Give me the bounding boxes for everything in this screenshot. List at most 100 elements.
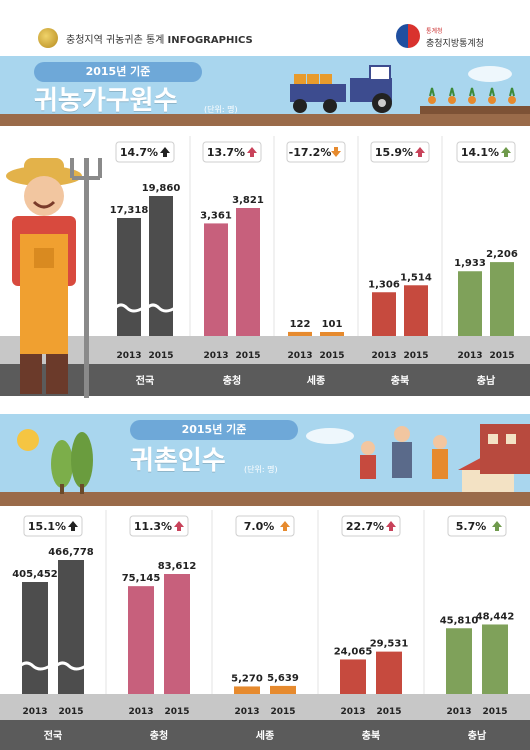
data-label-2013: 3,361: [200, 210, 232, 221]
data-label-2015: 83,612: [158, 561, 197, 572]
change-box: [235, 515, 295, 537]
banner2-illustration: [0, 424, 530, 506]
ground-strip: [0, 492, 530, 506]
section2-banner: [0, 414, 530, 506]
data-label-2013: 5,270: [231, 673, 263, 684]
bar-2015: [320, 332, 344, 336]
change-pct-label: 7.0%: [244, 520, 275, 533]
tick-label-year: 2015: [58, 707, 83, 717]
category-band: [0, 720, 530, 750]
bar-2013: [22, 582, 48, 694]
change-box: [129, 515, 189, 537]
tick-label-year: 2015: [148, 351, 173, 361]
change-box: [456, 141, 516, 163]
header-title-prefix: 충청지역 귀농귀촌 통계: [66, 35, 165, 46]
arrow-up-icon: [415, 147, 425, 157]
bar-2015: [404, 285, 428, 336]
tick-label-year: 2013: [287, 351, 312, 361]
bar-2015: [58, 560, 84, 694]
bar-2013: [372, 292, 396, 336]
category-label: 전국: [136, 374, 154, 387]
category-label: 충남: [468, 729, 487, 742]
page-header: 충청지역 귀농귀촌 통계 INFOGRAPHICS 통계청 충청지방통계청: [0, 0, 530, 56]
change-pct-label: 14.7%: [120, 146, 158, 159]
axis-break-icon: [18, 661, 51, 671]
bar-2013: [117, 218, 141, 336]
crop-field-icon: [420, 87, 530, 114]
bar-2015: [482, 624, 508, 694]
change-pct-label: 22.7%: [346, 520, 384, 533]
bar-2013: [340, 659, 366, 694]
arrow-up-icon: [68, 521, 78, 531]
bar-2013: [234, 686, 260, 694]
change-box: [115, 141, 175, 163]
cloud-icon: [306, 428, 354, 444]
data-label-2013: 45,810: [440, 615, 479, 626]
tick-label-year: 2013: [22, 707, 47, 717]
category-label: 충남: [477, 374, 496, 387]
section1-year-pill: 2015년 기준: [34, 62, 202, 82]
agency-logo-icon: [396, 24, 420, 48]
arrow-up-icon: [247, 147, 257, 157]
bar-2013: [446, 628, 472, 694]
data-label-2013: 1,933: [454, 258, 486, 269]
cloud-icon: [468, 66, 512, 82]
arrow-up-icon: [280, 521, 290, 531]
tick-label-year: 2015: [164, 707, 189, 717]
arrow-up-icon: [160, 147, 170, 157]
axis-break-icon: [145, 303, 176, 313]
change-pct-label: 11.3%: [134, 520, 172, 533]
change-box: [341, 515, 401, 537]
data-label-2015: 48,442: [476, 611, 515, 622]
category-label: 충청: [150, 729, 168, 742]
arrow-up-icon: [174, 521, 184, 531]
change-box: [447, 515, 507, 537]
category-label: 전국: [44, 729, 62, 742]
section2-year-pill: 2015년 기준: [130, 420, 298, 440]
header-title-bold: INFOGRAPHICS: [167, 35, 253, 46]
bar-2015: [149, 196, 173, 336]
bar-2015: [164, 574, 190, 694]
house-icon: [458, 424, 530, 492]
category-label: 세종: [307, 374, 325, 387]
change-box: [202, 141, 262, 163]
section2-title: 귀촌인수: [130, 446, 226, 476]
tick-label-year: 2015: [319, 351, 344, 361]
tick-label-year: 2013: [203, 351, 228, 361]
tick-label-year: 2015: [403, 351, 428, 361]
category-label: 세종: [256, 729, 274, 742]
tick-label-year: 2013: [234, 707, 259, 717]
axis-band: [0, 694, 530, 720]
bar-2015: [490, 262, 514, 336]
change-box: [286, 141, 346, 163]
header-title: 충청지역 귀농귀촌 통계 INFOGRAPHICS: [66, 31, 253, 46]
bar-2015: [376, 651, 402, 694]
data-label-2015: 2,206: [486, 249, 518, 260]
change-pct-label: 14.1%: [461, 146, 499, 159]
change-pct-label: 15.1%: [28, 520, 66, 533]
bar-2013: [458, 271, 482, 336]
farmer-illustration: [6, 158, 102, 398]
tick-label-year: 2013: [116, 351, 141, 361]
section1-unit: (단위: 명): [204, 105, 238, 114]
section1-title: 귀농가구원수: [34, 86, 178, 116]
agency-name: 충청지방통계청: [426, 39, 484, 49]
banner1-illustration: [0, 65, 530, 126]
data-label-2013: 1,306: [368, 279, 400, 290]
agency-small-label: 통계청: [426, 28, 443, 35]
tick-label-year: 2013: [128, 707, 153, 717]
family-icon: [360, 426, 448, 479]
data-label-2015: 5,639: [267, 673, 299, 684]
arrow-up-icon: [492, 521, 502, 531]
change-box: [23, 515, 83, 537]
change-pct-label: 13.7%: [207, 146, 245, 159]
arrow-down-icon: [331, 147, 341, 157]
tree-icon: [51, 432, 93, 494]
ground-strip: [0, 114, 530, 126]
data-label-2015: 19,860: [142, 183, 181, 194]
bar-2013: [288, 331, 312, 336]
tick-label-year: 2013: [446, 707, 471, 717]
bar-2015: [270, 685, 296, 694]
